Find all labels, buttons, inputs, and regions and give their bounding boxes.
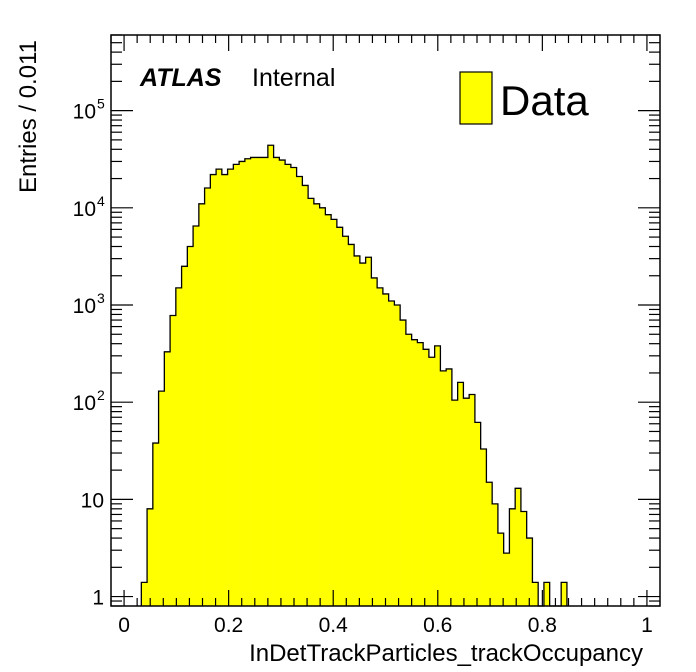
histogram-bar (193, 226, 200, 606)
histogram-bar (290, 167, 297, 606)
y-tick-exponent: 2 (97, 387, 105, 403)
histogram-bar (342, 236, 349, 606)
histogram-bar (239, 161, 246, 606)
histogram-bar (244, 158, 251, 606)
histogram-bar (365, 257, 372, 606)
histogram-bar (423, 349, 430, 606)
histogram-step-line (140, 144, 568, 607)
y-axis-title: Entries / 0.011 (15, 40, 42, 193)
histogram-bar (388, 300, 395, 606)
histogram-bar (221, 174, 228, 607)
histogram-bar (313, 203, 320, 606)
histogram-bar (181, 266, 188, 606)
histogram-bar (164, 351, 171, 606)
histogram-bar (198, 203, 205, 606)
histogram-bar (233, 164, 240, 606)
histogram-bar (526, 538, 533, 606)
histogram-bar (400, 320, 407, 606)
y-tick-exponent: 5 (97, 96, 105, 112)
y-tick-label: 10 (73, 198, 96, 221)
x-tick-label: 1 (641, 614, 653, 637)
histogram-bar (405, 334, 412, 606)
histogram-bar (250, 157, 257, 606)
histogram-bar (486, 482, 493, 606)
histogram-bar (354, 255, 361, 607)
x-tick-label: 0.8 (528, 614, 557, 637)
histogram-bar (285, 164, 292, 606)
histogram-bar (170, 315, 177, 606)
histogram-bar (336, 227, 343, 607)
histogram-bar (474, 422, 481, 606)
histogram-bar (371, 277, 378, 606)
x-tick-label: 0.4 (319, 614, 349, 637)
y-tick-exponent: 4 (97, 193, 105, 209)
histogram-bar (520, 511, 527, 606)
histogram-bar (273, 157, 280, 606)
histogram-bar (158, 391, 165, 606)
x-axis-title: InDetTrackParticles_trackOccupancy (249, 640, 643, 667)
histogram-bar (147, 508, 154, 606)
histogram-bar (187, 246, 194, 606)
y-tick-label: 10 (73, 392, 96, 415)
histogram-bar (256, 157, 263, 606)
histogram-bar (515, 488, 522, 606)
histogram-bar (152, 443, 159, 606)
histogram-bar (440, 370, 447, 606)
histogram-bar (319, 207, 326, 606)
y-tick-label: 1 (92, 587, 104, 610)
histogram-bar (267, 145, 274, 606)
atlas-status-label: Internal (252, 64, 335, 92)
axis-ticks (110, 34, 660, 607)
histogram-bar (463, 398, 470, 606)
y-tick-label: 10 (73, 101, 96, 124)
histogram-bar (204, 187, 211, 607)
histogram-bar (434, 345, 441, 606)
x-tick-label: 0.6 (423, 614, 452, 637)
histogram-bar (175, 287, 182, 606)
histogram-bar (394, 305, 401, 606)
y-tick-label: 10 (81, 489, 104, 512)
histogram-bar (509, 508, 516, 606)
histogram-bar (446, 368, 453, 606)
histogram-bar (480, 448, 487, 606)
histogram-bar (308, 198, 315, 606)
histogram-bar (296, 176, 303, 606)
histogram-bar (331, 219, 338, 607)
histogram-outline (140, 144, 568, 607)
histogram-bar (227, 169, 234, 607)
histogram-bar (543, 582, 550, 606)
histogram-bar (359, 263, 366, 606)
histogram-bar (377, 287, 384, 606)
histogram-bar (302, 185, 309, 606)
histogram-bar (262, 157, 269, 606)
histogram-bar (451, 400, 458, 606)
y-tick-exponent: 3 (97, 290, 105, 306)
histogram-bar (457, 382, 464, 606)
histogram-bar (325, 214, 332, 606)
histogram-bar (216, 169, 223, 607)
histogram-bar (141, 582, 148, 606)
legend-swatch-data (459, 71, 493, 125)
histogram-bars (141, 145, 568, 607)
x-tick-label: 0.2 (214, 614, 243, 637)
y-tick-label: 10 (73, 295, 96, 318)
histogram-bar (210, 174, 217, 607)
histogram-bar (503, 553, 510, 606)
histogram-bar (561, 582, 568, 606)
x-tick-label: 0 (118, 614, 130, 637)
histogram-bar (492, 503, 499, 606)
histogram-bar (411, 339, 418, 606)
histogram-bar (348, 244, 355, 606)
legend-label-data: Data (500, 77, 589, 124)
histogram-bar (428, 357, 435, 606)
histogram-bar (532, 582, 539, 606)
histogram-bar (279, 160, 286, 606)
histogram-bar (469, 394, 476, 606)
atlas-label: ATLAS (139, 64, 222, 92)
histogram-bar (417, 342, 424, 606)
histogram-bar (497, 533, 504, 606)
histogram-bar (382, 293, 389, 606)
